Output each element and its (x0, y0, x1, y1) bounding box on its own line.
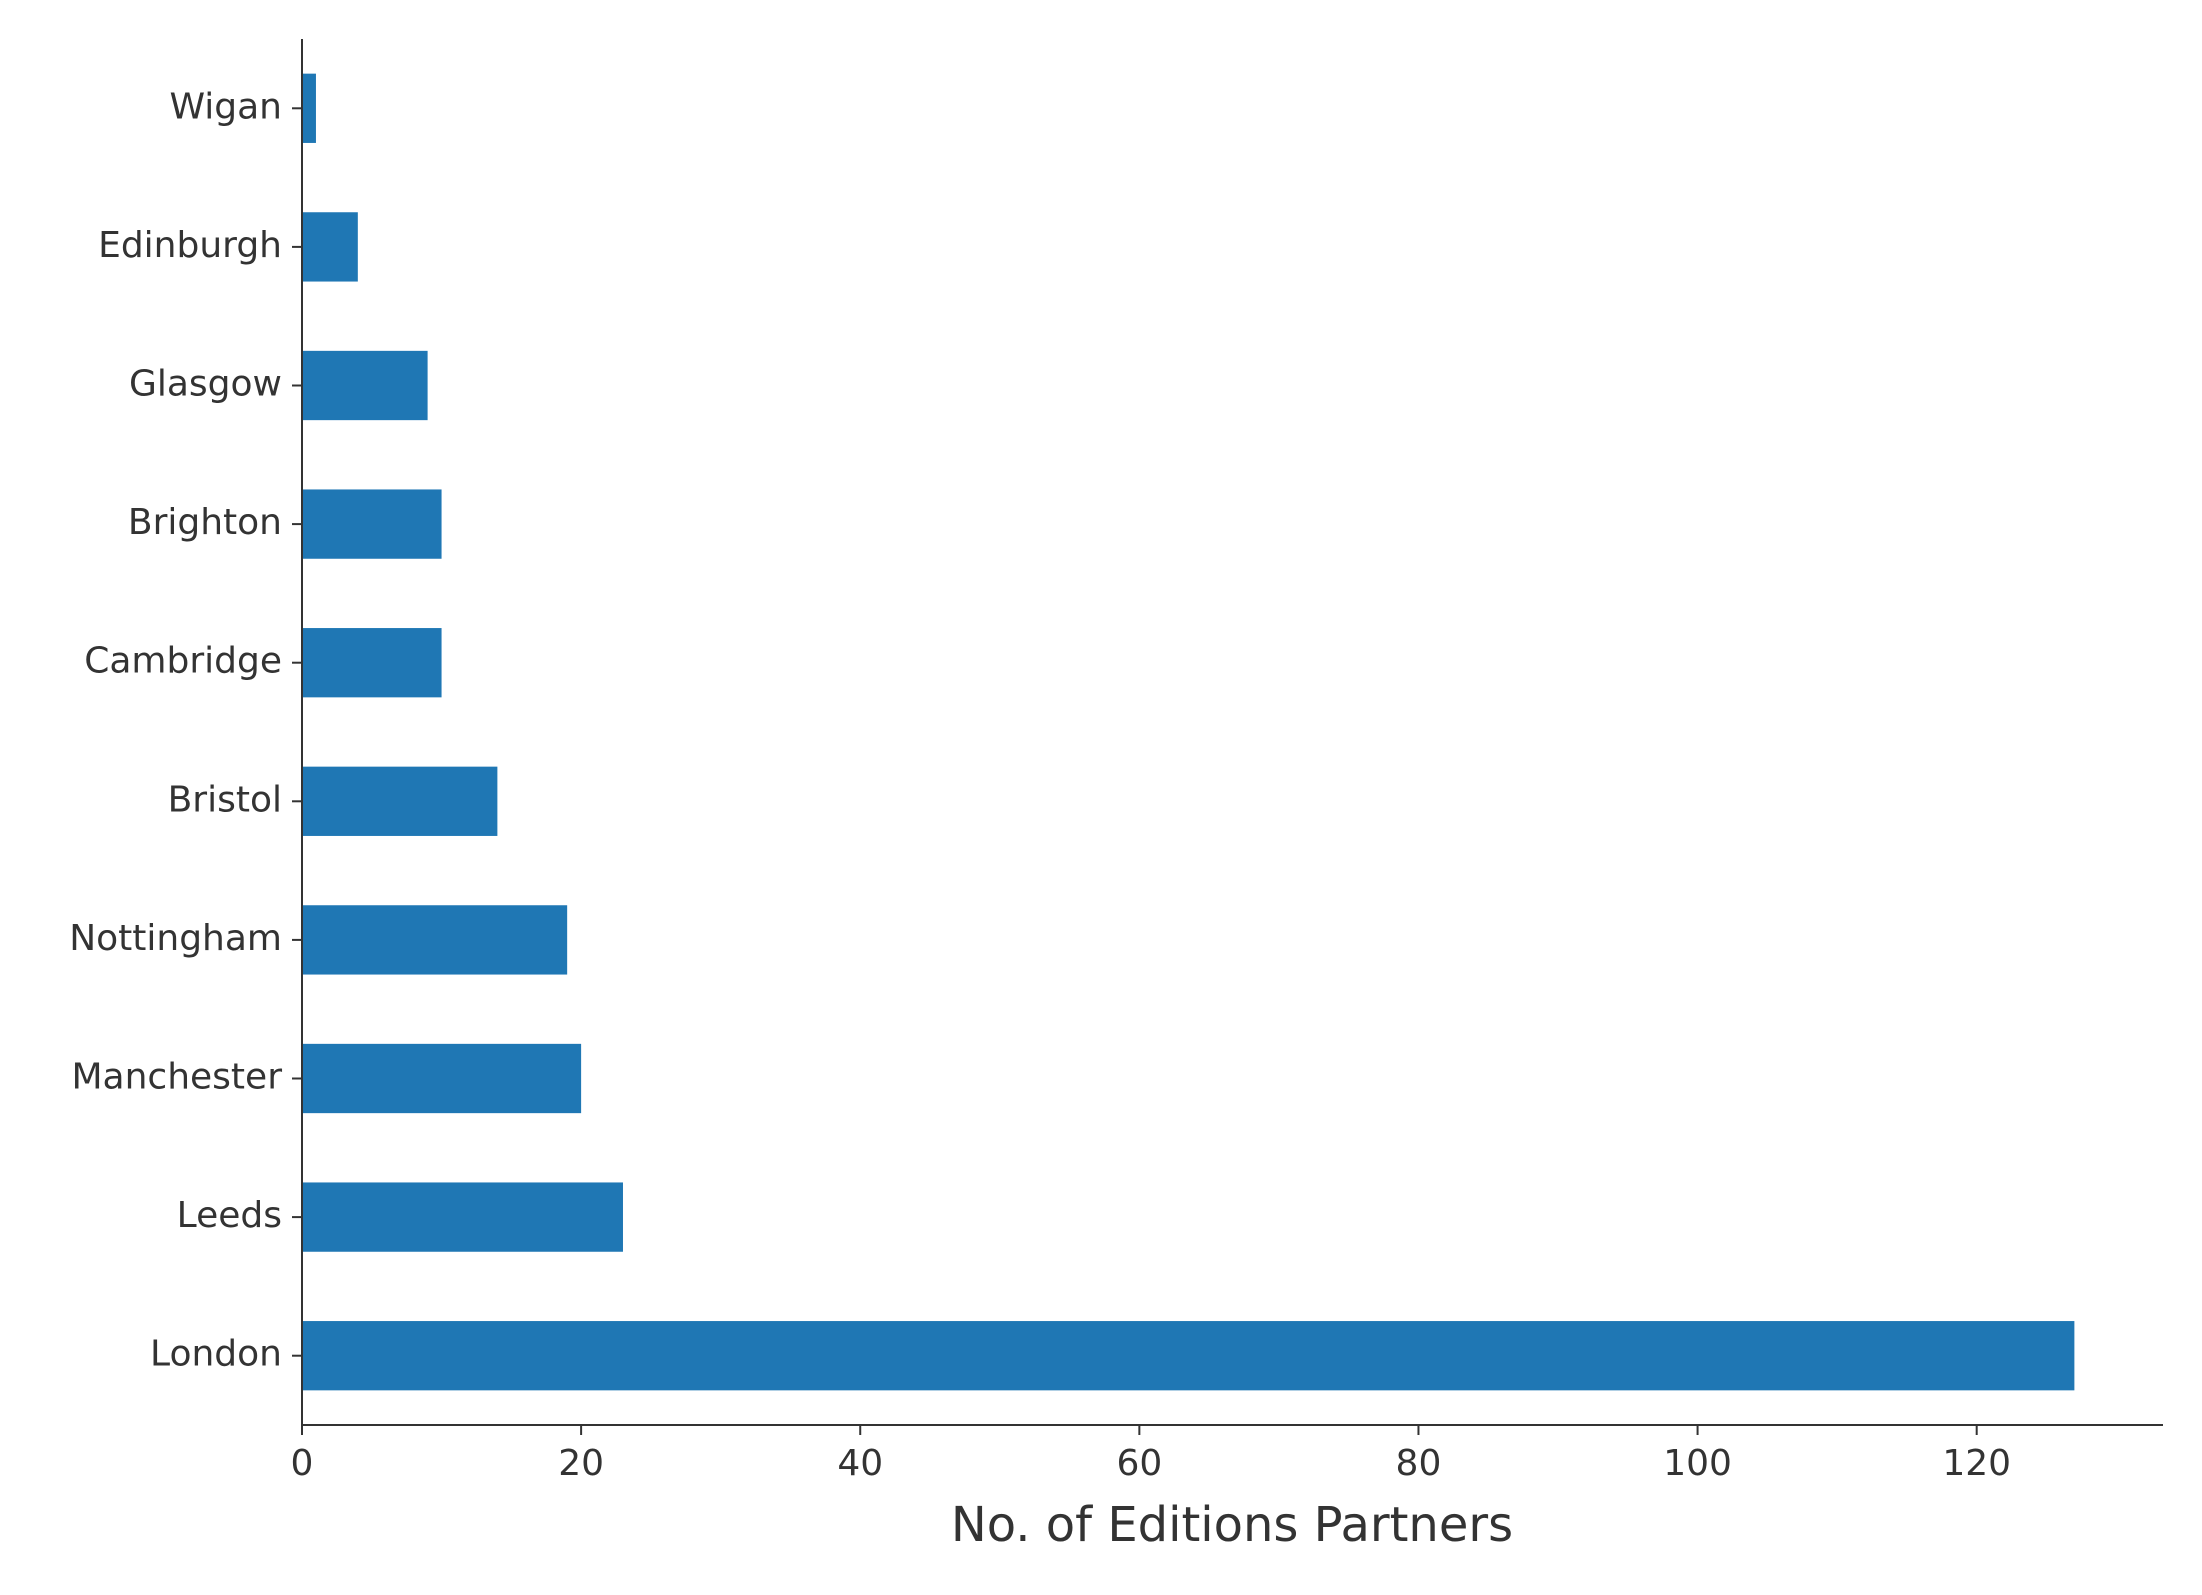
x-tick-label: 60 (1116, 1443, 1162, 1484)
y-tick-label: Cambridge (84, 641, 282, 682)
y-tick-label: Bristol (168, 779, 282, 820)
x-tick-label: 0 (291, 1443, 314, 1484)
y-tick-label: Glasgow (129, 364, 282, 405)
y-tick-label: Leeds (177, 1195, 282, 1236)
bar (302, 73, 316, 143)
bar (302, 628, 442, 698)
bar (302, 350, 428, 421)
bar (302, 1182, 623, 1252)
x-axis-label: No. of Editions Partners (951, 1497, 1513, 1553)
x-tick-label: 100 (1663, 1443, 1732, 1484)
x-tick-label: 80 (1396, 1443, 1442, 1484)
bar (302, 212, 358, 282)
bar (302, 905, 568, 975)
bar (302, 489, 442, 559)
bar (302, 1043, 582, 1114)
y-tick-label: Manchester (71, 1057, 282, 1098)
bar (302, 1321, 2075, 1391)
bar (302, 766, 498, 836)
x-tick-label: 40 (837, 1443, 883, 1484)
y-tick-label: Nottingham (69, 918, 282, 959)
y-tick-label: Brighton (128, 502, 282, 543)
x-tick-label: 20 (558, 1443, 604, 1484)
x-tick-label: 120 (1942, 1443, 2011, 1484)
y-tick-label: Wigan (169, 86, 282, 127)
y-tick-label: London (150, 1334, 282, 1375)
y-tick-label: Edinburgh (98, 225, 282, 266)
